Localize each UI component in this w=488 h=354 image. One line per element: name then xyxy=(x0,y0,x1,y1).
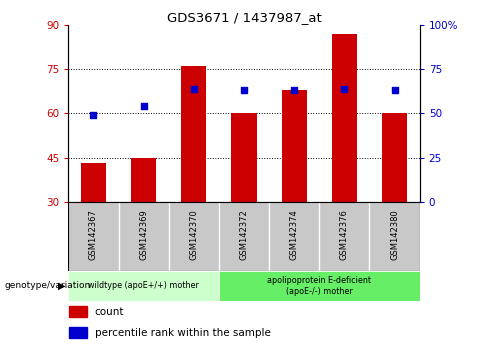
Text: GSM142369: GSM142369 xyxy=(139,210,148,260)
Bar xyxy=(282,90,307,202)
Point xyxy=(341,86,348,91)
Text: GSM142370: GSM142370 xyxy=(189,210,198,260)
Bar xyxy=(69,306,87,318)
Text: percentile rank within the sample: percentile rank within the sample xyxy=(95,328,270,338)
Bar xyxy=(181,66,206,202)
Point xyxy=(240,87,248,93)
Text: wildtype (apoE+/+) mother: wildtype (apoE+/+) mother xyxy=(88,281,199,290)
Point xyxy=(140,103,147,109)
Bar xyxy=(68,271,219,301)
Text: count: count xyxy=(95,307,124,316)
Point xyxy=(391,87,399,93)
Point xyxy=(89,112,97,118)
Text: GSM142372: GSM142372 xyxy=(240,210,248,260)
Text: GSM142376: GSM142376 xyxy=(340,210,349,260)
Text: GSM142367: GSM142367 xyxy=(89,210,98,260)
Bar xyxy=(219,271,420,301)
Text: GSM142374: GSM142374 xyxy=(290,210,299,260)
Text: ▶: ▶ xyxy=(59,281,66,291)
Bar xyxy=(231,113,257,202)
Bar xyxy=(382,113,407,202)
Point xyxy=(290,87,298,93)
Bar xyxy=(81,164,106,202)
Bar xyxy=(131,158,156,202)
Point xyxy=(190,86,198,91)
Text: GSM142380: GSM142380 xyxy=(390,210,399,260)
Bar xyxy=(332,34,357,202)
Text: apolipoprotein E-deficient
(apoE-/-) mother: apolipoprotein E-deficient (apoE-/-) mot… xyxy=(267,276,371,296)
Text: genotype/variation: genotype/variation xyxy=(5,281,91,290)
Text: GDS3671 / 1437987_at: GDS3671 / 1437987_at xyxy=(166,11,322,24)
Bar xyxy=(69,327,87,338)
